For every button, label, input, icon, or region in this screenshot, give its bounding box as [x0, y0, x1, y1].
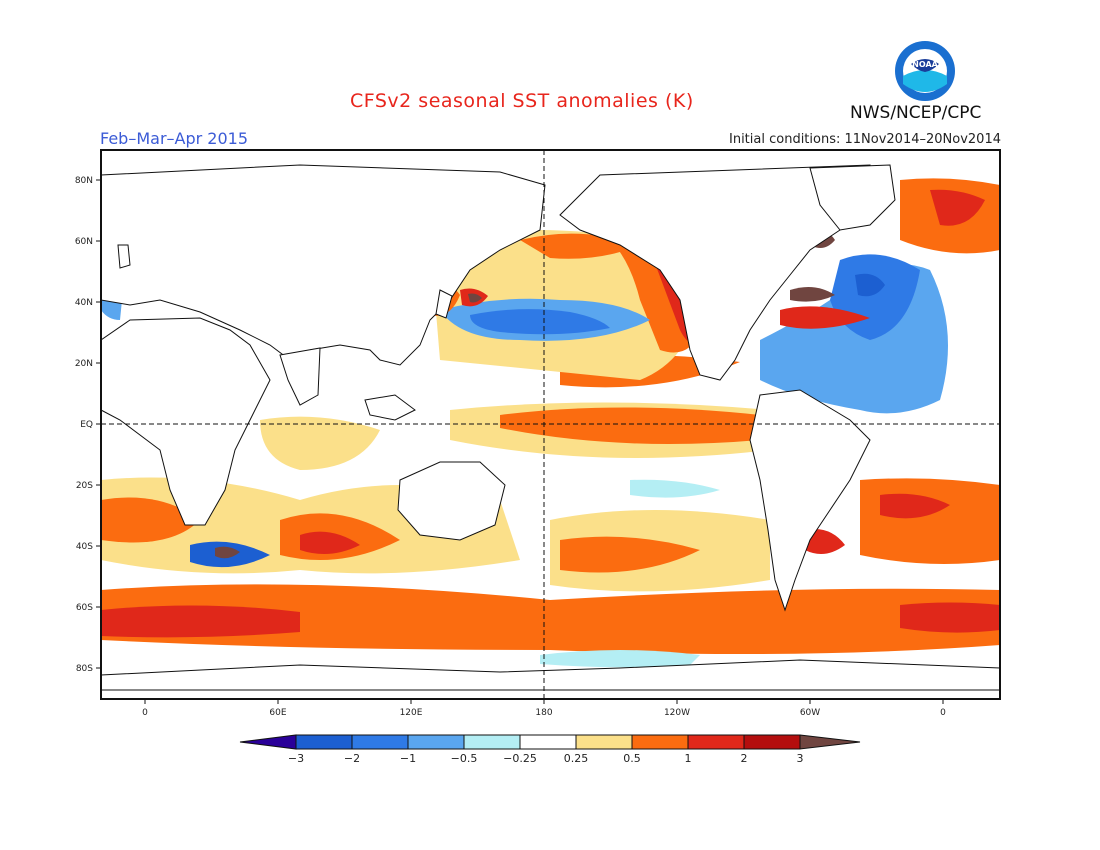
colorbar-label: −3: [288, 752, 304, 765]
colorbar-swatch: [295, 734, 353, 750]
lon-label: 120E: [400, 708, 423, 718]
lon-label: 180: [535, 708, 552, 718]
india-land: [279, 347, 321, 406]
eurasia-land: [101, 164, 546, 366]
colorbar-swatch: [687, 734, 745, 750]
colorbar-swatch: [519, 734, 577, 750]
colorbar-labels: −3 −2 −1 −0.5 −0.25 0.25 0.5 1 2 3: [288, 752, 804, 765]
colorbar-swatch: [575, 734, 633, 750]
greenland-land: [809, 164, 896, 231]
colorbar-label: −0.25: [503, 752, 537, 765]
colorbar-label: 0.25: [564, 752, 589, 765]
colorbar-swatch: [351, 734, 409, 750]
australia-land: [397, 461, 506, 541]
lat-label: 80S: [76, 664, 93, 674]
colorbar-swatch: [631, 734, 689, 750]
logo-text: NOAA: [912, 60, 938, 69]
lat-label: 40S: [76, 542, 93, 552]
colorbar-label: 3: [797, 752, 804, 765]
lat-label: 20S: [76, 481, 93, 491]
colorbar-low-arrow: [239, 734, 297, 750]
antarctica-land: [101, 659, 1000, 691]
colorbar-swatch: [743, 734, 801, 750]
colorbar-label: −2: [344, 752, 360, 765]
colorbar-label: −0.5: [451, 752, 478, 765]
africa-land: [101, 317, 271, 526]
lon-label: 0: [142, 708, 148, 718]
lat-label: 40N: [75, 298, 93, 308]
lon-label: 120W: [664, 708, 690, 718]
colorbar-label: 2: [741, 752, 748, 765]
colorbar-label: 0.5: [623, 752, 641, 765]
lon-axis: 0 60E 120E 180 120W 60W 0: [142, 699, 946, 718]
lat-label: EQ: [80, 420, 93, 430]
colorbar-swatch: [407, 734, 465, 750]
colorbar-swatch: [463, 734, 521, 750]
japan-land: [435, 289, 453, 319]
lat-axis: 80N 60N 40N 20N EQ 20S 40S 60S 80S: [75, 176, 101, 674]
forecast-period: Feb–Mar–Apr 2015: [100, 129, 248, 148]
indonesia-land: [364, 394, 416, 421]
uk-land: [117, 244, 131, 269]
lat-label: 80N: [75, 176, 93, 186]
noaa-logo: NOAA: [895, 41, 955, 101]
colorbar-label: −1: [400, 752, 416, 765]
coastlines: [101, 164, 1000, 691]
lon-label: 60E: [269, 708, 286, 718]
lon-label: 0: [940, 708, 946, 718]
lat-label: 60S: [76, 603, 93, 613]
agency-label: NWS/NCEP/CPC: [850, 103, 982, 123]
colorbar: [239, 734, 861, 750]
lon-label: 60W: [800, 708, 820, 718]
lat-label: 20N: [75, 359, 93, 369]
initial-conditions: Initial conditions: 11Nov2014–20Nov2014: [729, 132, 1001, 147]
colorbar-label: 1: [685, 752, 692, 765]
lat-label: 60N: [75, 237, 93, 247]
colorbar-high-arrow: [799, 734, 861, 750]
chart-title: CFSv2 seasonal SST anomalies (K): [350, 90, 694, 112]
south-america-land: [749, 389, 871, 612]
